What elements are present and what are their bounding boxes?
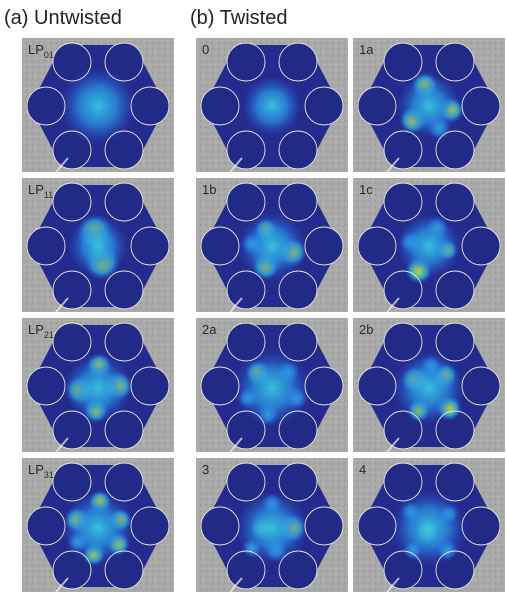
intensity-blob (62, 492, 134, 564)
panel-a-title: (a) Untwisted (4, 7, 122, 29)
mode-label-main: 1b (202, 182, 216, 197)
intensity-pattern (236, 492, 308, 564)
intensity-blob (238, 212, 306, 280)
mode-label-main: LP (28, 182, 44, 197)
mode-label-sub: 21 (44, 330, 54, 340)
intensity-pattern (242, 76, 302, 136)
mode-panel: 0 (196, 38, 348, 172)
mode-label: 2b (359, 322, 373, 337)
mode-label-main: 1c (359, 182, 373, 197)
mode-label-main: LP (28, 322, 44, 337)
mode-panel: 2b (353, 318, 505, 452)
intensity-blob (393, 352, 465, 424)
mode-label-main: 4 (359, 462, 366, 477)
mode-label: 3 (202, 462, 209, 477)
mode-label: 1a (359, 42, 374, 57)
mode-label-main: LP (28, 462, 44, 477)
mode-label-sub: 11 (44, 190, 53, 200)
mode-panel: LP01 (22, 38, 174, 172)
mode-panel: 1b (196, 178, 348, 312)
mode-label: 4 (359, 462, 366, 477)
mode-label: 0 (202, 42, 209, 57)
mode-label-main: 1a (359, 42, 374, 57)
panel-b-title: (b) Twisted (190, 7, 287, 29)
mode-panel: LP11 (22, 178, 174, 312)
mode-label-main: 2a (202, 322, 217, 337)
mode-panel: LP31 (22, 458, 174, 592)
intensity-pattern (393, 352, 465, 424)
mode-label-main: LP (28, 42, 44, 57)
mode-panel: LP21 (22, 318, 174, 452)
mode-label: 1b (202, 182, 216, 197)
intensity-blob (68, 216, 128, 276)
intensity-blob (242, 76, 302, 136)
mode-label-main: 0 (202, 42, 209, 57)
mode-label-main: 3 (202, 462, 209, 477)
mode-label-sub: 31 (44, 470, 54, 480)
mode-panel: 4 (353, 458, 505, 592)
mode-label-main: 2b (359, 322, 373, 337)
intensity-blob (397, 214, 461, 278)
intensity-blob (64, 354, 132, 422)
mode-panel: 1c (353, 178, 505, 312)
mode-label: 1c (359, 182, 373, 197)
intensity-blob (397, 74, 461, 138)
mode-panel: 3 (196, 458, 348, 592)
mode-panel: 1a (353, 38, 505, 172)
figure: (a) Untwisted (b) Twisted LP01LP11LP21LP… (0, 0, 507, 592)
mode-label: 2a (202, 322, 217, 337)
intensity-pattern (60, 68, 136, 144)
intensity-blob (236, 492, 308, 564)
intensity-blob (60, 68, 136, 144)
mode-panel: 2a (196, 318, 348, 452)
mode-label-sub: 01 (44, 50, 54, 60)
